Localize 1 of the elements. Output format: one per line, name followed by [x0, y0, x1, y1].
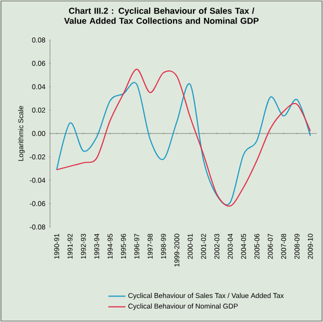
chart-title: Chart III.2 : Cyclical Behaviour of Sales Tax / Value Added Tax Collections and Nominal GDP [64, 8, 259, 24]
